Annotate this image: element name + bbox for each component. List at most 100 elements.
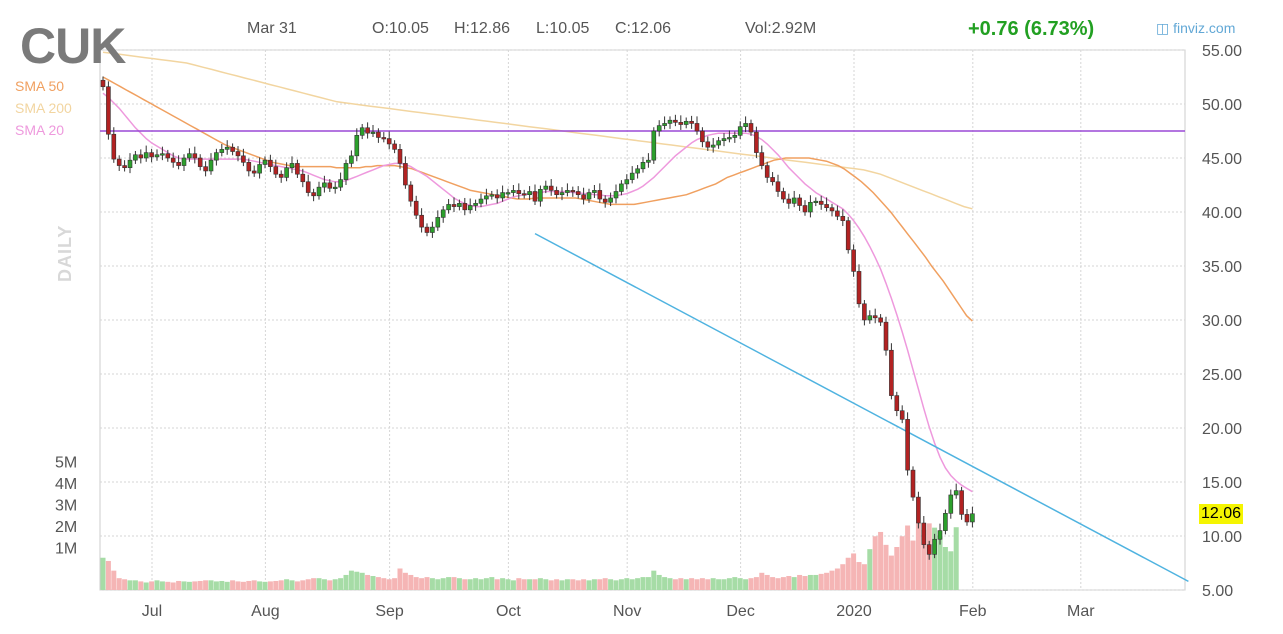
volume-bar (240, 581, 246, 590)
y-tick-label: 50.00 (1202, 97, 1242, 114)
volume-bar (338, 578, 344, 590)
volume-bar (273, 580, 279, 590)
volume-bar (840, 564, 846, 590)
candle-body (829, 207, 835, 212)
volume-bar (294, 581, 300, 590)
ticker-symbol: CUK (20, 18, 126, 74)
candle-body (953, 490, 959, 496)
volume-bar (878, 531, 884, 590)
candle-body (910, 469, 916, 498)
volume-bar (861, 564, 867, 590)
volume-bar (748, 578, 754, 590)
candle-body (851, 249, 856, 272)
candle-body (559, 192, 565, 196)
candle-body (937, 530, 943, 540)
candle-body (781, 191, 786, 200)
volume-bar (629, 579, 635, 590)
candle-body (392, 143, 397, 150)
volume-bar (386, 579, 392, 590)
volume-bar (138, 581, 144, 590)
candle-body (770, 177, 775, 183)
candle-body (667, 119, 673, 124)
candle-body (251, 170, 257, 174)
candle-body (586, 192, 592, 200)
candle-body (106, 86, 111, 135)
candle-body (494, 194, 500, 199)
candle-body (678, 122, 684, 125)
candle-body (440, 209, 446, 218)
volume-bar (645, 577, 651, 590)
candle-body (327, 182, 333, 189)
volume-bar (365, 574, 371, 590)
volume-bar (667, 578, 673, 590)
price-change: +0.76 (6.73%) (968, 18, 1095, 40)
candle-body (241, 155, 246, 163)
volume-bar (554, 579, 560, 590)
candle-body (878, 317, 883, 323)
volume-bar (289, 580, 295, 590)
volume-bar (543, 579, 549, 590)
candle-body (970, 513, 975, 523)
candle-body (624, 179, 630, 185)
header-close: C:12.06 (615, 20, 672, 37)
volume-bar (262, 581, 268, 590)
candle-body (856, 271, 862, 305)
volume-bar (354, 571, 360, 590)
candle-body (948, 494, 954, 514)
y-tick-label: 35.00 (1202, 259, 1242, 276)
candle-body (451, 204, 457, 207)
x-tick-label: Nov (613, 603, 641, 620)
candle-body (818, 200, 824, 205)
volume-bar (759, 572, 765, 590)
candle-body (149, 152, 154, 158)
candle-body (964, 514, 970, 523)
volume-bar (888, 555, 894, 590)
candle-body (813, 200, 819, 203)
candle-body (365, 127, 370, 134)
volume-bar (527, 579, 533, 590)
volume-bar (176, 580, 182, 590)
volume-bar (786, 576, 792, 590)
candle-body (511, 190, 516, 193)
y-tick-label: 20.00 (1202, 421, 1242, 438)
y-tick-label: 5.00 (1202, 583, 1233, 600)
candle-body (170, 157, 176, 163)
volume-bar (197, 580, 203, 590)
volume-bar (581, 579, 587, 590)
candle-body (381, 137, 387, 140)
last-price-badge: 12.06 (1199, 504, 1244, 524)
finviz-brand-link[interactable]: ◫ finviz.com (1156, 20, 1235, 37)
volume-bar (851, 553, 857, 590)
volume-bar (743, 579, 749, 590)
candle-body (570, 190, 576, 193)
candle-body (386, 138, 392, 145)
volume-bar (494, 579, 500, 590)
volume-bar (332, 579, 338, 590)
volume-bar (392, 578, 398, 590)
candle-body (889, 349, 894, 396)
candle-body (278, 173, 284, 178)
candle-body (316, 186, 322, 197)
candle-body (111, 133, 117, 160)
volume-bar (672, 579, 678, 590)
candle-body (554, 190, 559, 196)
volume-bar (370, 576, 376, 590)
volume-bar (705, 579, 711, 590)
candle-body (478, 198, 484, 204)
volume-bar (699, 578, 705, 590)
x-tick-label: Dec (726, 603, 754, 620)
volume-bar (478, 579, 484, 590)
candle-body (608, 197, 613, 203)
candle-body (705, 141, 711, 148)
volume-bar (597, 579, 603, 590)
candle-body (932, 538, 937, 555)
candle-body (597, 190, 603, 200)
candle-body (845, 220, 851, 251)
candle-body (235, 151, 241, 157)
candle-body (683, 120, 689, 125)
candle-body (154, 154, 160, 158)
volume-tick-label: 1M (55, 541, 77, 558)
volume-bar (284, 579, 290, 590)
candle-body (640, 162, 646, 170)
